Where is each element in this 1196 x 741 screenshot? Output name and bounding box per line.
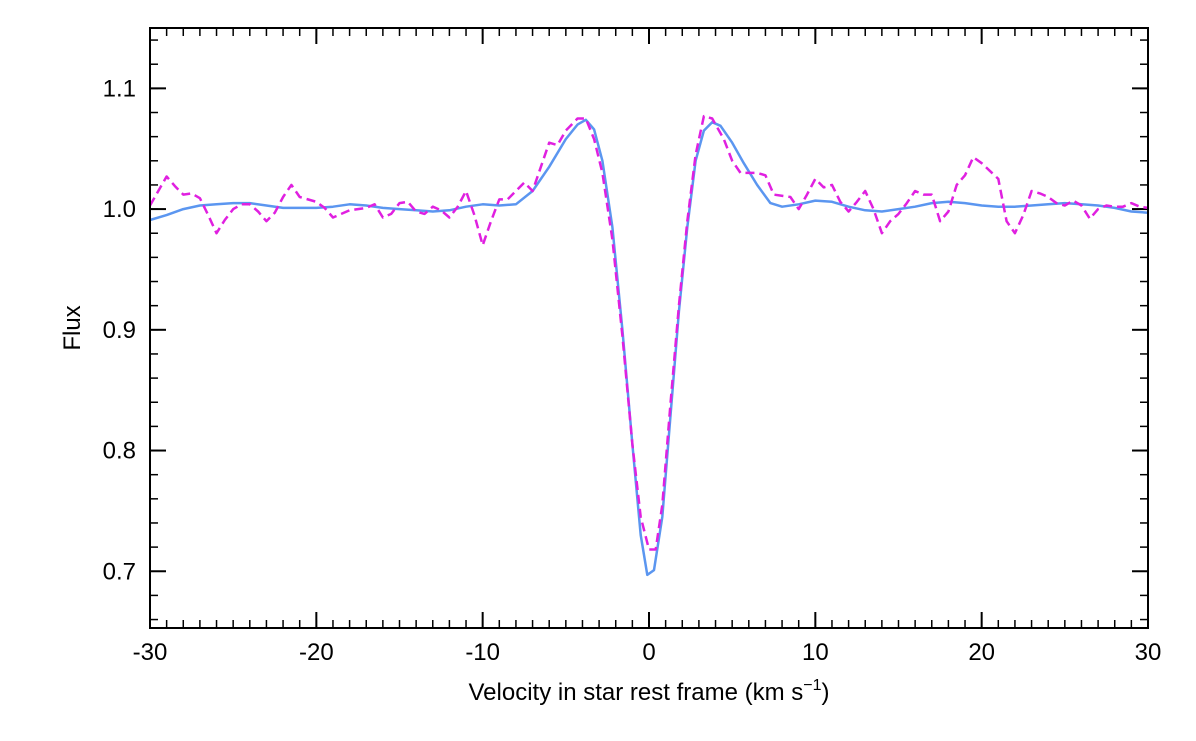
x-tick-label: 0 (642, 639, 655, 666)
y-tick-label: 0.9 (103, 317, 136, 344)
y-axis-label: Flux (59, 305, 86, 350)
y-tick-labels: 0.7 0.8 0.9 1.0 1.1 (103, 75, 136, 585)
series-layer (148, 114, 1149, 577)
x-tick-label: -30 (133, 639, 168, 666)
x-tick-label: 30 (1135, 639, 1162, 666)
model-spectrum-line (149, 118, 1149, 577)
x-axis-label-superscript: −1 (803, 677, 821, 694)
x-tick-label: 20 (968, 639, 995, 666)
x-tick-label: 10 (802, 639, 829, 666)
observed-spectrum-dashed-line (148, 114, 1149, 551)
x-tick-labels: -30 -20 -10 0 10 20 30 (133, 639, 1162, 666)
x-tick-label: -20 (299, 639, 334, 666)
x-axis-label: Velocity in star rest frame (km s−1) (469, 677, 830, 706)
major-ticks (149, 28, 1149, 628)
minor-ticks (149, 28, 1149, 628)
y-tick-label: 0.7 (103, 558, 136, 585)
x-tick-label: -10 (465, 639, 500, 666)
y-tick-label: 1.0 (103, 196, 136, 223)
plot-frame (149, 27, 1149, 629)
y-tick-label: 1.1 (103, 75, 136, 102)
y-tick-label: 0.8 (103, 438, 136, 465)
